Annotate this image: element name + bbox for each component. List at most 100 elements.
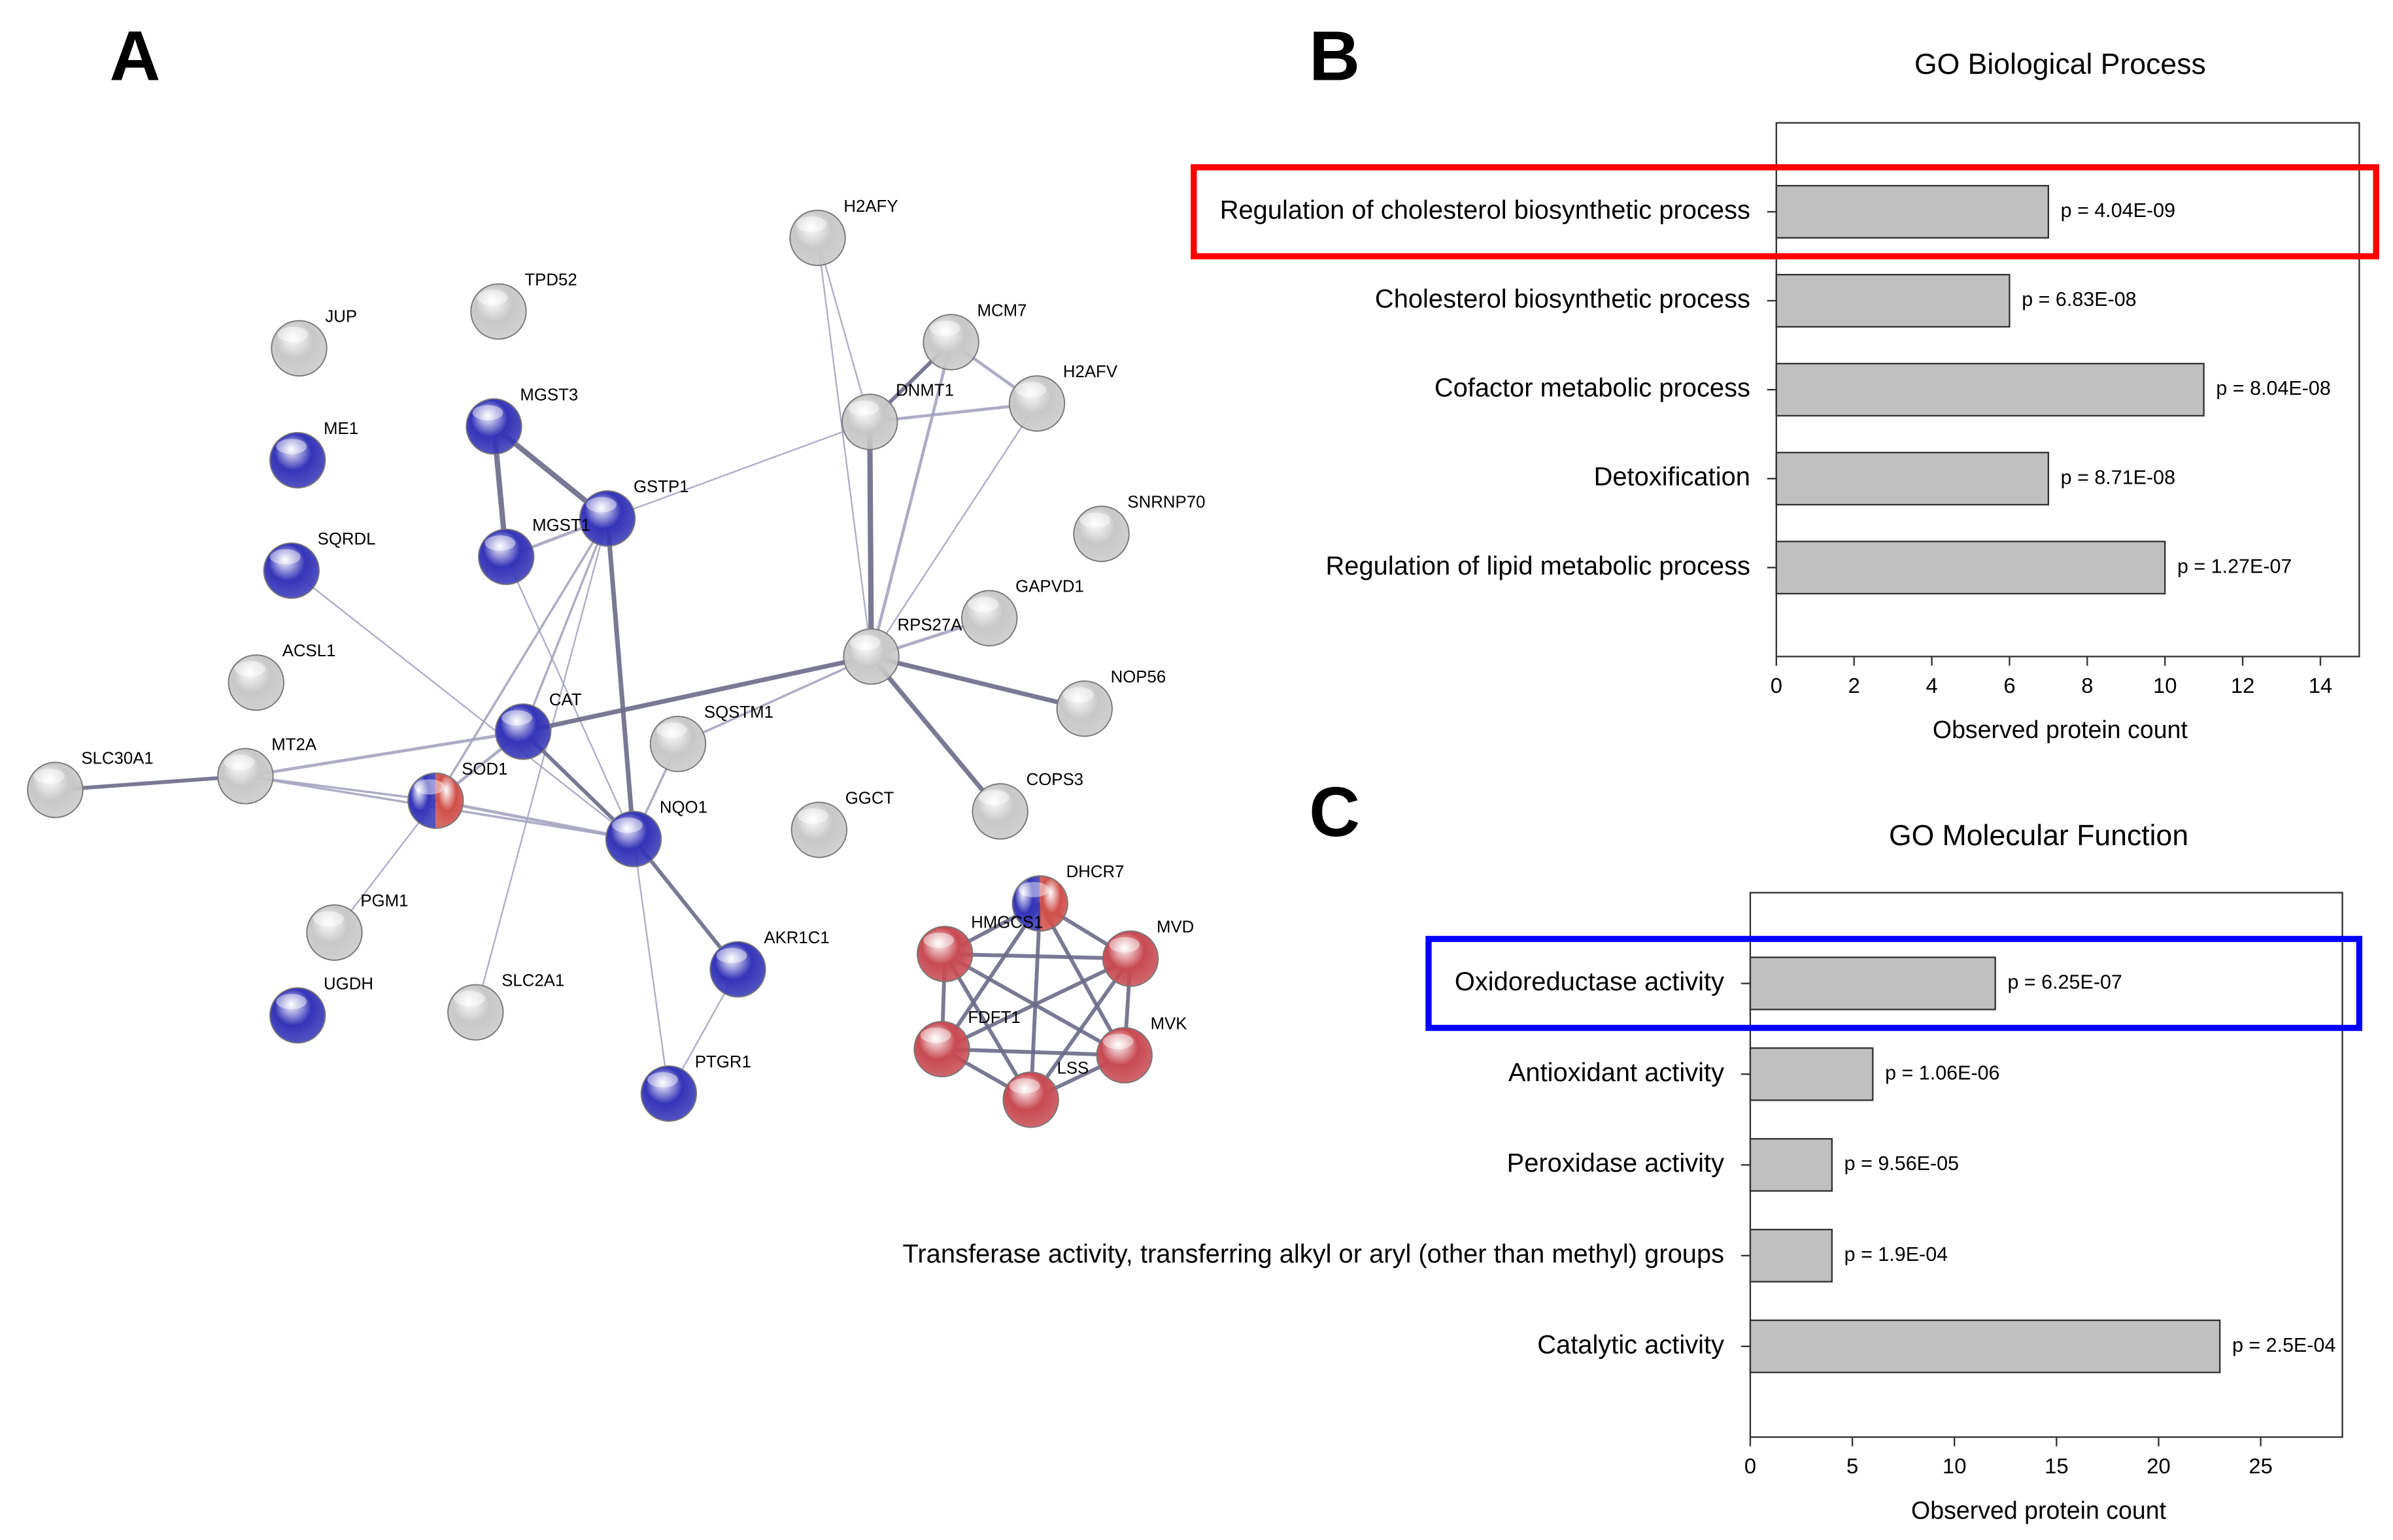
p-value-label: p = 8.71E-08 bbox=[2061, 466, 2175, 488]
node-gloss bbox=[276, 994, 307, 1009]
edge bbox=[870, 403, 1038, 658]
x-tick-label: 14 bbox=[2309, 673, 2333, 697]
x-tick-label: 10 bbox=[2153, 673, 2177, 697]
node-label: ME1 bbox=[324, 420, 358, 438]
node bbox=[843, 628, 900, 685]
node bbox=[271, 320, 328, 377]
node-label: H2AFY bbox=[843, 197, 898, 216]
node-label: NOP56 bbox=[1111, 668, 1166, 686]
edge bbox=[55, 774, 246, 792]
x-tick-label: 4 bbox=[1926, 673, 1937, 697]
node-gloss bbox=[647, 1072, 678, 1088]
x-tick-label: 20 bbox=[2147, 1454, 2171, 1478]
node bbox=[790, 801, 848, 858]
node-label: MT2A bbox=[271, 735, 317, 754]
x-tick-label: 8 bbox=[2081, 673, 2093, 697]
x-tick-label: 0 bbox=[1744, 1454, 1756, 1478]
node-label: CAT bbox=[549, 691, 582, 709]
x-tick-label: 6 bbox=[2003, 673, 2015, 697]
bar bbox=[1775, 274, 2011, 328]
edge bbox=[817, 237, 872, 657]
nodes: H2AFY TPD52 JUP MCM7 H2AFV DNMT1 MGST3 ME1 GSTP1… bbox=[27, 197, 1205, 1128]
node-label: DNMT1 bbox=[896, 381, 954, 399]
node bbox=[263, 542, 320, 599]
p-value-label: p = 1.9E-04 bbox=[1844, 1243, 1948, 1265]
node-gloss bbox=[1062, 687, 1094, 703]
x-axis-label: Observed protein count bbox=[1911, 1496, 2167, 1524]
node bbox=[709, 941, 766, 998]
node bbox=[478, 528, 535, 586]
edge bbox=[522, 654, 872, 734]
node-outline bbox=[1011, 875, 1068, 932]
node bbox=[466, 398, 522, 455]
edge bbox=[945, 952, 1131, 961]
x-axis-label: Observed protein count bbox=[1933, 716, 2188, 743]
node bbox=[1056, 680, 1113, 737]
node-label: HMGCS1 bbox=[971, 913, 1043, 931]
bar-chart: C GO Molecular Function 0 5 10 15 20 25 Observed… bbox=[903, 772, 2363, 1524]
node-label: FDFT1 bbox=[968, 1009, 1020, 1027]
node-gloss bbox=[716, 948, 747, 963]
edge bbox=[522, 518, 609, 732]
edge bbox=[605, 518, 636, 839]
p-value-label: p = 4.04E-09 bbox=[2061, 199, 2175, 222]
bar bbox=[1775, 452, 2050, 506]
node-gloss bbox=[1018, 882, 1049, 897]
x-tick-label: 15 bbox=[2045, 1454, 2069, 1478]
p-value-label: p = 2.5E-04 bbox=[2232, 1334, 2336, 1356]
node-label: MCM7 bbox=[977, 301, 1027, 320]
x-tick-label: 25 bbox=[2249, 1454, 2273, 1478]
node bbox=[1073, 505, 1130, 562]
node bbox=[470, 283, 527, 340]
node-label: GGCT bbox=[845, 789, 894, 807]
node-label: MVK bbox=[1151, 1014, 1187, 1033]
node-gloss bbox=[1102, 1033, 1134, 1049]
edge bbox=[941, 956, 1132, 1051]
node bbox=[1102, 930, 1159, 987]
node-gloss bbox=[477, 290, 508, 306]
node-label: SLC2A1 bbox=[501, 972, 564, 990]
edge bbox=[607, 421, 870, 520]
node-label: MGST1 bbox=[532, 516, 590, 535]
edge bbox=[632, 839, 670, 1094]
edge bbox=[870, 654, 1085, 711]
node-gloss bbox=[798, 808, 828, 824]
node-label: PGM1 bbox=[360, 892, 408, 911]
node-label: JUP bbox=[325, 308, 357, 326]
node bbox=[228, 654, 284, 711]
edge bbox=[475, 518, 609, 1013]
p-value-label: p = 8.04E-08 bbox=[2216, 377, 2330, 399]
node-gloss bbox=[848, 400, 879, 416]
bar bbox=[1775, 184, 2050, 239]
panel-letter: C bbox=[1309, 772, 1360, 851]
node-gloss bbox=[656, 722, 688, 738]
node-gloss bbox=[586, 497, 617, 512]
node-gloss bbox=[484, 535, 516, 551]
edge bbox=[677, 655, 872, 745]
node-gloss bbox=[920, 1028, 951, 1043]
edges bbox=[55, 237, 1133, 1102]
edge bbox=[870, 341, 953, 657]
node-half bbox=[1012, 875, 1040, 931]
x-tick-label: 2 bbox=[1848, 673, 1860, 697]
node bbox=[841, 393, 898, 450]
node bbox=[1002, 1071, 1059, 1128]
panel-letter: A bbox=[109, 16, 160, 95]
category-label: Peroxidase activity bbox=[1507, 1149, 1724, 1178]
x-tick-label: 5 bbox=[1846, 1454, 1858, 1478]
p-value-label: p = 1.06E-06 bbox=[1885, 1062, 1999, 1084]
node-gloss bbox=[923, 932, 955, 948]
node-gloss bbox=[968, 596, 999, 612]
node-gloss bbox=[269, 549, 301, 565]
node-label: SOD1 bbox=[462, 760, 507, 778]
node bbox=[494, 703, 552, 760]
x-tick-label: 10 bbox=[1943, 1454, 1967, 1478]
node-gloss bbox=[1079, 512, 1111, 528]
node bbox=[1008, 375, 1066, 432]
node-label: SQRDL bbox=[318, 530, 376, 548]
node-half bbox=[435, 773, 464, 829]
node-gloss bbox=[978, 790, 1010, 805]
node-gloss bbox=[313, 911, 344, 927]
category-label: Cofactor metabolic process bbox=[1434, 374, 1750, 403]
